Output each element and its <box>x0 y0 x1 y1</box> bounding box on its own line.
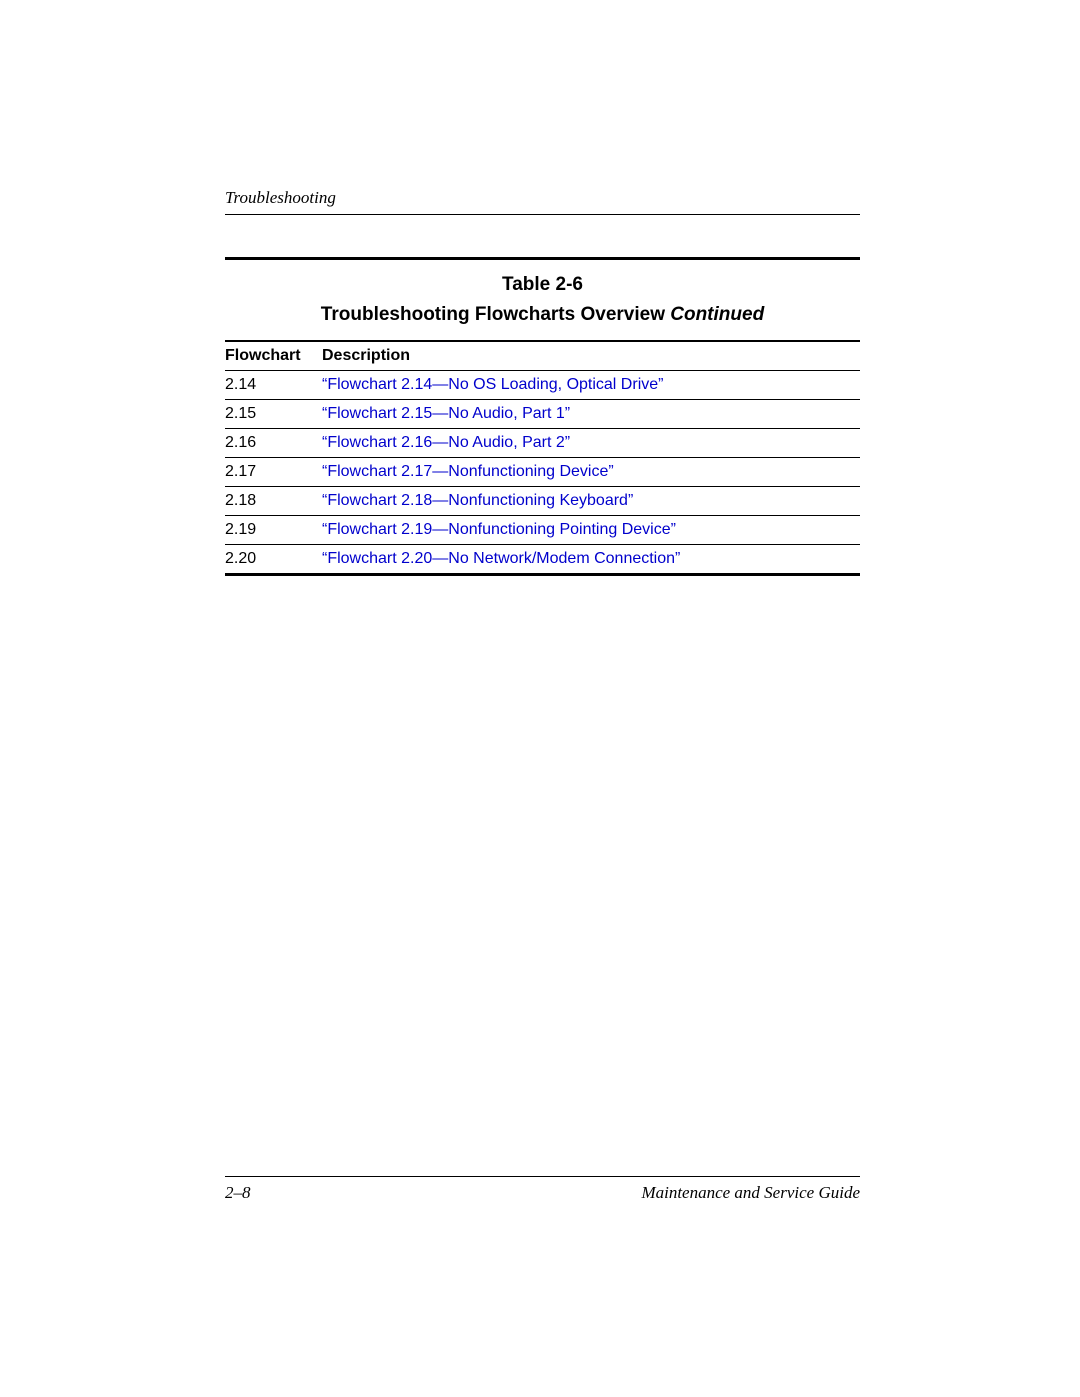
table-row: 2.14“Flowchart 2.14—No OS Loading, Optic… <box>225 371 860 400</box>
table-caption: Table 2-6 Troubleshooting Flowcharts Ove… <box>225 260 860 342</box>
flowchart-link[interactable]: “Flowchart 2.19—Nonfunctioning Pointing … <box>322 521 676 538</box>
section-header: Troubleshooting <box>225 188 860 215</box>
flowchart-link[interactable]: “Flowchart 2.15—No Audio, Part 1” <box>322 405 570 422</box>
table-row: 2.18“Flowchart 2.18—Nonfunctioning Keybo… <box>225 487 860 516</box>
table-row: 2.20“Flowchart 2.20—No Network/Modem Con… <box>225 545 860 575</box>
cell-flowchart-id: 2.19 <box>225 516 322 545</box>
flowchart-link[interactable]: “Flowchart 2.16—No Audio, Part 2” <box>322 434 570 451</box>
flowchart-link[interactable]: “Flowchart 2.20—No Network/Modem Connect… <box>322 550 680 567</box>
cell-description: “Flowchart 2.18—Nonfunctioning Keyboard” <box>322 487 860 516</box>
col-header-description: Description <box>322 342 860 371</box>
flowchart-link[interactable]: “Flowchart 2.18—Nonfunctioning Keyboard” <box>322 492 633 509</box>
cell-description: “Flowchart 2.17—Nonfunctioning Device” <box>322 458 860 487</box>
cell-flowchart-id: 2.15 <box>225 400 322 429</box>
table-row: 2.16“Flowchart 2.16—No Audio, Part 2” <box>225 429 860 458</box>
cell-flowchart-id: 2.17 <box>225 458 322 487</box>
cell-flowchart-id: 2.14 <box>225 371 322 400</box>
flowchart-link[interactable]: “Flowchart 2.14—No OS Loading, Optical D… <box>322 376 663 393</box>
table-header-row: Flowchart Description <box>225 342 860 371</box>
page-footer: 2–8 Maintenance and Service Guide <box>225 1176 860 1203</box>
cell-flowchart-id: 2.16 <box>225 429 322 458</box>
cell-description: “Flowchart 2.19—Nonfunctioning Pointing … <box>322 516 860 545</box>
cell-description: “Flowchart 2.20—No Network/Modem Connect… <box>322 545 860 575</box>
flowchart-table: Flowchart Description 2.14“Flowchart 2.1… <box>225 342 860 576</box>
table-row: 2.17“Flowchart 2.17—Nonfunctioning Devic… <box>225 458 860 487</box>
cell-description: “Flowchart 2.15—No Audio, Part 1” <box>322 400 860 429</box>
col-header-flowchart: Flowchart <box>225 342 322 371</box>
table-row: 2.19“Flowchart 2.19—Nonfunctioning Point… <box>225 516 860 545</box>
table-container: Table 2-6 Troubleshooting Flowcharts Ove… <box>225 257 860 576</box>
cell-description: “Flowchart 2.14—No OS Loading, Optical D… <box>322 371 860 400</box>
cell-flowchart-id: 2.18 <box>225 487 322 516</box>
table-title-continued: Continued <box>670 304 764 325</box>
table-title-main: Troubleshooting Flowcharts Overview <box>321 304 670 325</box>
table-row: 2.15“Flowchart 2.15—No Audio, Part 1” <box>225 400 860 429</box>
table-title: Troubleshooting Flowcharts Overview Cont… <box>225 304 860 326</box>
page-number: 2–8 <box>225 1183 251 1203</box>
table-number: Table 2-6 <box>225 274 860 296</box>
cell-flowchart-id: 2.20 <box>225 545 322 575</box>
cell-description: “Flowchart 2.16—No Audio, Part 2” <box>322 429 860 458</box>
book-title: Maintenance and Service Guide <box>641 1183 860 1203</box>
flowchart-link[interactable]: “Flowchart 2.17—Nonfunctioning Device” <box>322 463 614 480</box>
